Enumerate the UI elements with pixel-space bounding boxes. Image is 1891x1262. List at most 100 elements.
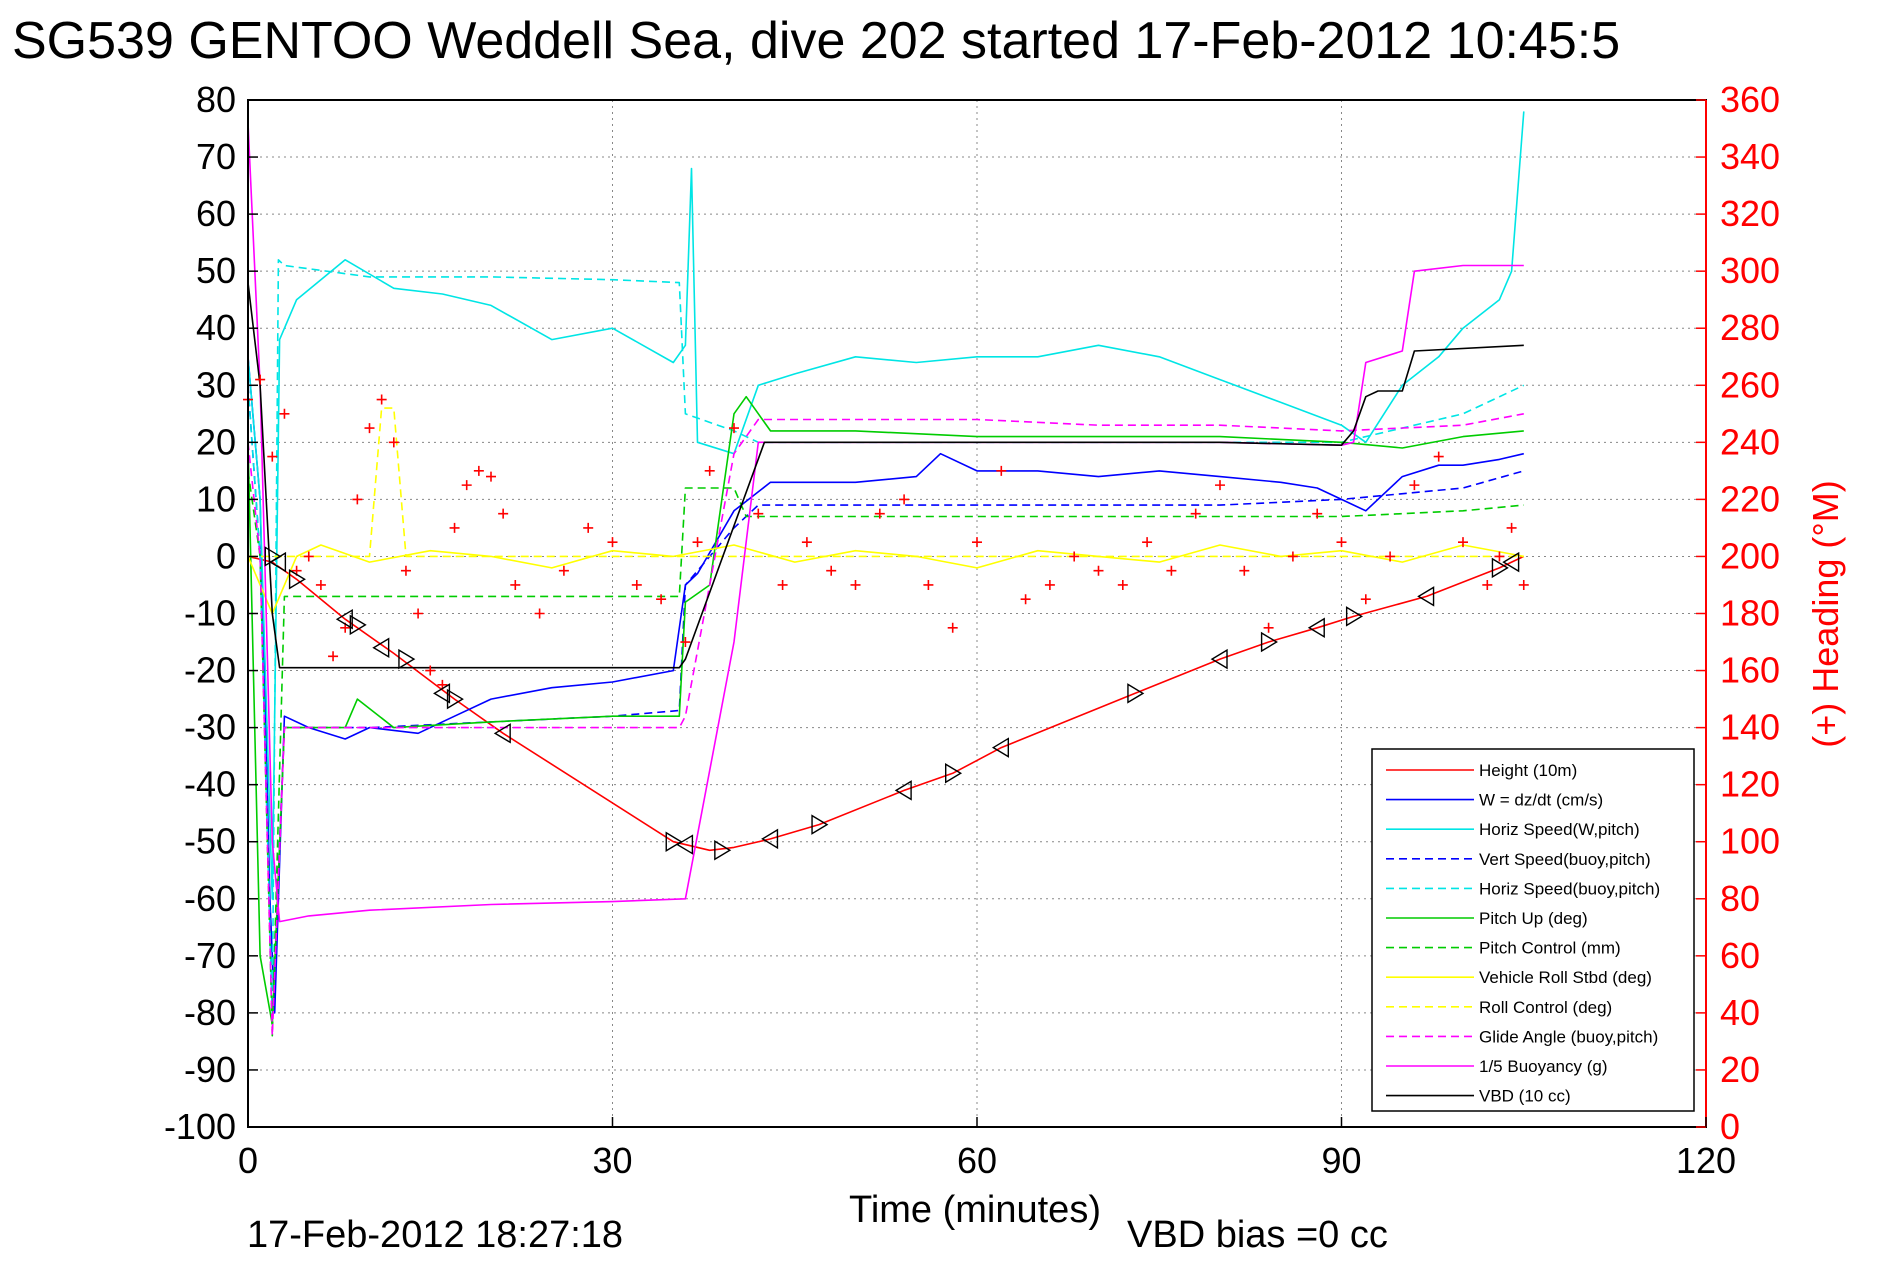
heading-point: [534, 608, 545, 619]
y-tick-label-right: 160: [1720, 650, 1780, 691]
y-tick-label-right: 120: [1720, 764, 1780, 805]
legend-label: Pitch Up (deg): [1479, 909, 1588, 928]
heading-point: [328, 651, 339, 662]
heading-point: [1069, 551, 1080, 562]
legend-label: Height (10m): [1479, 761, 1577, 780]
height-marker: [676, 834, 694, 855]
heading-point: [449, 522, 460, 533]
height-marker: [433, 683, 451, 704]
y-tick-label-left: 70: [196, 136, 236, 177]
height-marker: [714, 840, 732, 861]
y-tick-label-left: 20: [196, 421, 236, 462]
heading-point: [923, 579, 934, 590]
y-tick-label-left: 30: [196, 364, 236, 405]
series-line-8: [248, 407, 1524, 558]
heading-point: [1409, 480, 1420, 491]
heading-point: [486, 471, 496, 482]
series-line-6: [247, 470, 1524, 1037]
height-marker: [1345, 606, 1364, 627]
heading-point: [692, 537, 703, 548]
height-marker: [372, 637, 390, 658]
heading-point: [826, 565, 837, 576]
heading-point: [1166, 565, 1177, 576]
height-marker: [894, 780, 912, 801]
y-tick-label-left: 10: [196, 478, 236, 519]
y-tick-label-right: 60: [1720, 935, 1760, 976]
heading-point: [498, 508, 509, 519]
heading-point: [1142, 537, 1153, 548]
heading-point: [413, 608, 424, 619]
heading-point: [400, 565, 411, 576]
y-tick-label-right: 260: [1720, 364, 1780, 405]
x-tick-label: 30: [592, 1140, 632, 1181]
y-tick-label-left: -40: [184, 764, 236, 805]
heading-point: [753, 508, 764, 519]
legend-label: 1/5 Buoyancy (g): [1479, 1057, 1608, 1076]
y-tick-label-left: 60: [196, 193, 236, 234]
heading-point: [376, 394, 387, 405]
series-line-9: [247, 413, 1524, 1037]
y-tick-label-left: -30: [184, 707, 236, 748]
heading-point: [704, 465, 715, 476]
heading-point: [801, 537, 812, 548]
heading-point: [947, 622, 958, 633]
height-marker: [269, 551, 287, 573]
heading-point: [583, 522, 594, 533]
heading-point: [510, 579, 521, 590]
heading-point: [1287, 551, 1298, 562]
y-tick-label-left: -50: [184, 821, 236, 862]
y-tick-label-left: -80: [184, 992, 236, 1033]
height-marker: [991, 737, 1009, 758]
y-tick-label-right: 20: [1720, 1049, 1760, 1090]
y-tick-label-left: -100: [164, 1106, 236, 1147]
height-marker: [493, 723, 511, 744]
y-tick-label-left: -90: [184, 1049, 236, 1090]
heading-point: [425, 665, 436, 676]
heading-point: [1458, 537, 1468, 548]
height-marker: [1502, 551, 1520, 573]
legend-label: Horiz Speed(buoy,pitch): [1479, 879, 1660, 898]
heading-point: [1336, 537, 1347, 548]
y-tick-label-right: 180: [1720, 593, 1780, 634]
y-tick-label-left: -10: [184, 593, 236, 634]
y-tick-label-right: 80: [1720, 878, 1760, 919]
x-tick-label: 90: [1321, 1140, 1361, 1181]
height-marker: [1491, 557, 1509, 579]
legend-label: Glide Angle (buoy,pitch): [1479, 1027, 1658, 1046]
heading-point: [1385, 551, 1396, 562]
y-tick-label-left: 40: [196, 307, 236, 348]
heading-point: [972, 537, 982, 548]
y-tick-label-right: 240: [1720, 421, 1780, 462]
heading-point: [680, 637, 691, 648]
heading-point: [364, 423, 375, 434]
y-tick-label-left: 50: [196, 250, 236, 291]
height-marker: [1417, 586, 1435, 607]
series-line-11: [247, 282, 1524, 669]
heading-point: [631, 579, 642, 590]
x-axis-label: Time (minutes): [849, 1189, 1101, 1231]
legend-label: Horiz Speed(W,pitch): [1479, 820, 1640, 839]
height-marker: [349, 614, 367, 636]
y-tick-label-right: 100: [1720, 821, 1780, 862]
heading-point: [1190, 508, 1201, 519]
legend: Height (10m) W = dz/dt (cm/s) Horiz Speed(…: [1371, 748, 1695, 1112]
height-marker: [1307, 617, 1325, 639]
y-tick-label-right: 0: [1720, 1106, 1740, 1147]
heading-point: [558, 565, 569, 576]
legend-label: Pitch Control (mm): [1479, 939, 1621, 958]
heading-point: [473, 465, 484, 476]
heading-point: [850, 579, 861, 590]
heading-point: [1312, 508, 1323, 519]
x-tick-label: 60: [957, 1140, 997, 1181]
footer-timestamp: 17-Feb-2012 18:27:18: [247, 1214, 623, 1256]
legend-label: W = dz/dt (cm/s): [1479, 791, 1603, 810]
heading-point: [1506, 522, 1517, 533]
y-tick-label-right: 300: [1720, 250, 1780, 291]
y-tick-label-right: 40: [1720, 992, 1760, 1033]
heading-point: [1239, 565, 1250, 576]
legend-label: Vert Speed(buoy,pitch): [1479, 850, 1651, 869]
y-tick-label-right: 140: [1720, 707, 1780, 748]
height-marker: [811, 814, 829, 835]
y-tick-label-left: -60: [184, 878, 236, 919]
